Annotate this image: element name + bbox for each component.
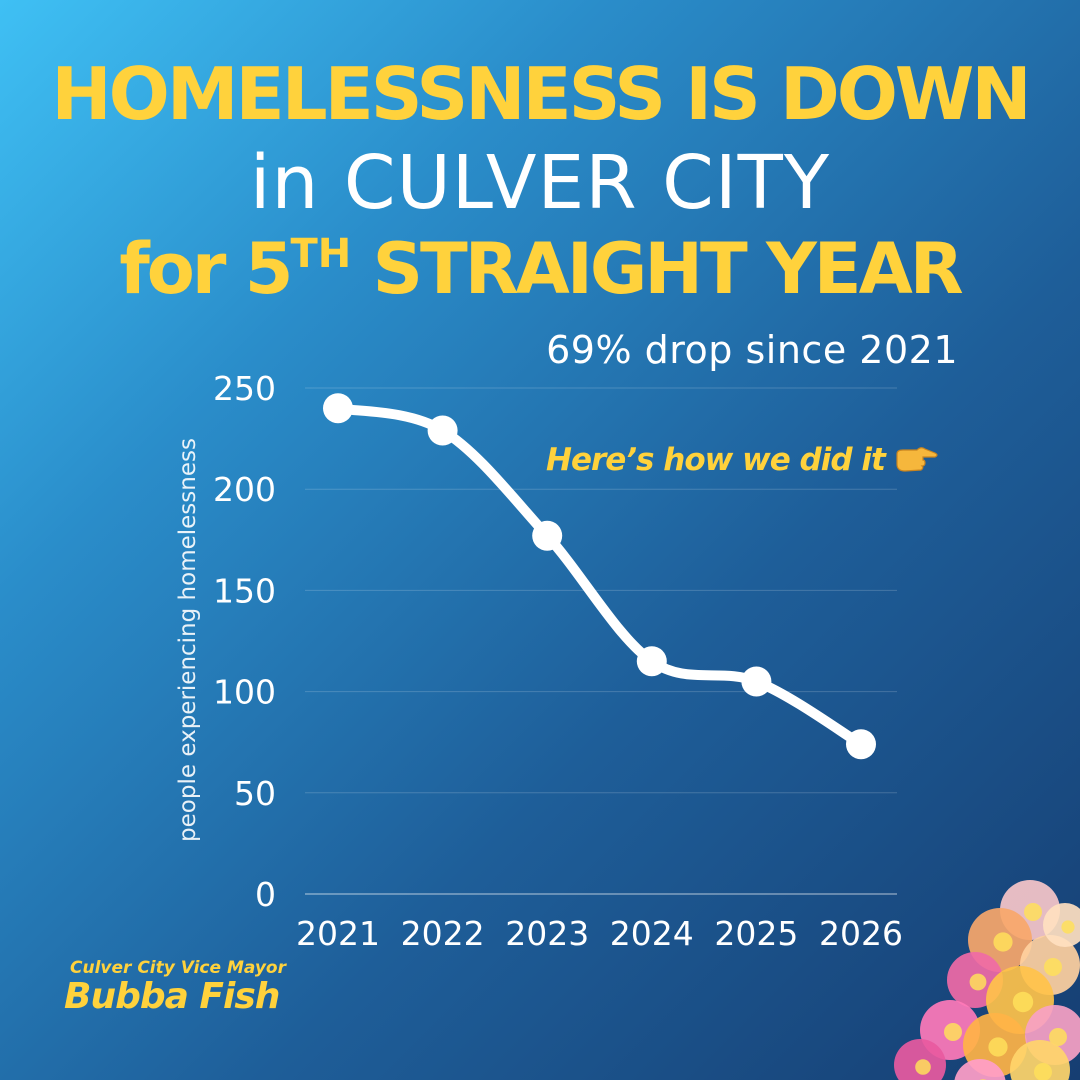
x-tick-label-2026: 2026 <box>819 914 903 953</box>
flower-center <box>969 973 987 991</box>
headline-line-1: HOMELESSNESS IS DOWN <box>51 52 1031 136</box>
x-tick-label-2021: 2021 <box>296 914 380 953</box>
pointing-right-hand-icon <box>895 442 939 478</box>
data-point-2024 <box>636 646 667 677</box>
y-tick-label-50: 50 <box>234 774 276 813</box>
data-point-2025 <box>741 666 772 697</box>
signature-name: Bubba Fish <box>64 976 280 1017</box>
y-tick-label-0: 0 <box>255 875 276 914</box>
x-tick-label-2025: 2025 <box>714 914 798 953</box>
x-tick-label-2024: 2024 <box>610 914 694 953</box>
y-axis: 0 50 100 150 200 250 <box>213 369 276 914</box>
flower-bloom <box>894 1039 946 1080</box>
flower-center <box>1012 991 1034 1013</box>
data-point-2021 <box>323 393 353 424</box>
data-point-2026 <box>846 729 876 760</box>
flower-bloom <box>954 1059 1006 1080</box>
headline-line-3: for 5TH STRAIGHT YEAR <box>0 228 1080 310</box>
y-tick-label-100: 100 <box>213 673 276 712</box>
x-axis: 2021 2022 2023 2024 2025 2026 <box>296 914 903 953</box>
flower-center <box>944 1023 962 1041</box>
flower-center <box>915 1059 931 1075</box>
headline-line-3-suffix: STRAIGHT YEAR <box>351 228 964 310</box>
chart-gridlines <box>305 387 897 895</box>
flower-petals <box>894 880 1080 1080</box>
flower-center <box>1049 1028 1067 1046</box>
flower-center <box>1034 1063 1052 1080</box>
flower-center <box>1061 920 1075 934</box>
y-tick-label-150: 150 <box>213 571 276 610</box>
headline-ordinal-suffix: TH <box>290 231 352 277</box>
flower-center <box>988 1037 1008 1057</box>
headline-line-2: in CULVER CITY <box>249 140 831 226</box>
flower-center <box>1044 958 1062 976</box>
callout-text-wrap: Here’s how we did it <box>546 442 939 478</box>
chart-subtitle: 69% drop since 2021 <box>546 328 958 372</box>
callout-text: Here’s how we did it <box>546 442 886 478</box>
flower-bloom <box>1043 903 1080 947</box>
flower-bloom <box>1010 1040 1070 1080</box>
y-tick-label-250: 250 <box>213 369 276 408</box>
series-line-group <box>323 393 876 760</box>
data-point-2023 <box>532 520 563 551</box>
x-tick-label-2023: 2023 <box>505 914 589 953</box>
flower-center <box>1024 903 1042 921</box>
y-axis-label: people experiencing homelessness <box>175 438 201 842</box>
x-tick-label-2022: 2022 <box>401 914 485 953</box>
data-point-2022 <box>427 415 458 446</box>
y-tick-label-200: 200 <box>213 470 276 509</box>
signature-role: Culver City Vice Mayor <box>70 958 286 978</box>
flower-center <box>993 932 1013 952</box>
flower-cluster-decoration <box>894 880 1080 1080</box>
headline-line-3-prefix: for 5 <box>119 228 293 310</box>
